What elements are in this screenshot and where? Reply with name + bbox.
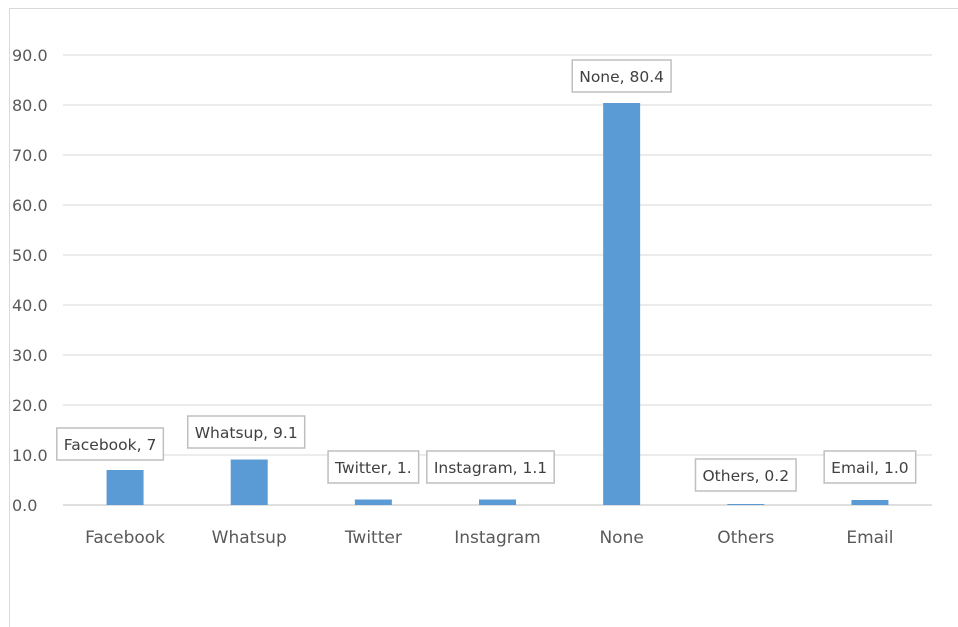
data-label-box [426,450,555,484]
data-label: Twitter, 1. [327,450,420,484]
bar [851,500,889,505]
category-label: None [599,528,643,548]
category-label: Whatsup [212,528,287,548]
y-tick-label: 90.0 [12,46,48,65]
y-tick-label: 10.0 [12,446,48,465]
data-label-text: Whatsup, 9.1 [195,424,298,442]
data-label: None, 80.4 [571,59,672,93]
data-label-box [56,427,165,461]
y-tick-label: 0.0 [12,496,37,515]
data-label-text: None, 80.4 [579,68,664,86]
data-label-text: Email, 1.0 [831,459,909,477]
bar [106,470,144,505]
category-label: Others [717,528,774,548]
data-label: Whatsup, 9.1 [186,415,306,449]
bar [479,499,516,505]
data-label-text: Facebook, 7 [64,436,157,454]
data-label: Instagram, 1.1 [426,450,555,484]
data-label-box [571,59,672,93]
data-label-text: Instagram, 1.1 [434,459,547,477]
data-label-box [186,415,306,449]
bar [727,504,765,505]
y-tick-label: 70.0 [12,146,48,165]
y-tick-label: 50.0 [12,246,48,265]
data-label: Email, 1.0 [823,450,917,484]
y-tick-label: 40.0 [12,296,48,315]
y-tick-label: 30.0 [12,346,48,365]
y-tick-label: 60.0 [12,196,48,215]
data-label: Facebook, 7 [56,427,165,461]
category-label: Facebook [85,528,165,548]
chart-frame [9,8,958,627]
data-label-text: Others, 0.2 [702,467,789,485]
data-label-box [694,458,797,492]
bar [603,103,641,505]
data-label-text: Twitter, 1. [334,459,412,477]
y-tick-label: 80.0 [12,96,48,115]
bar [354,499,392,505]
category-label: Twitter [344,528,402,548]
category-label: Email [846,528,893,548]
category-label: Instagram [454,528,541,548]
data-label-box [327,450,420,484]
bar [230,459,268,505]
data-label-box [823,450,917,484]
y-tick-label: 20.0 [12,396,48,415]
data-label: Others, 0.2 [694,458,797,492]
